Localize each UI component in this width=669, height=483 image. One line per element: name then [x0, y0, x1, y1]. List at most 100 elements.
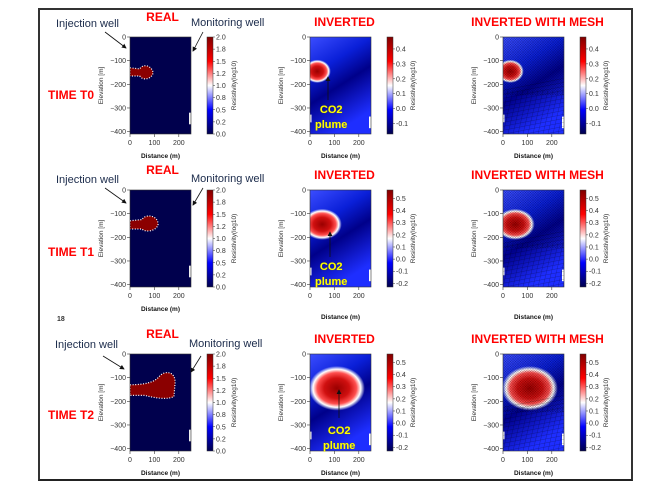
colorbar-tick-label: 0.0 — [216, 285, 226, 292]
colorbar-tick-label: 0.8 — [216, 95, 226, 102]
colorbar-tick-label: 0.1 — [396, 244, 406, 251]
x-tick-label: 200 — [173, 293, 185, 300]
y-tick-label: −400 — [110, 446, 126, 453]
colorbar-tick-label: 0.1 — [396, 91, 406, 98]
colorbar-tick-label: 0.2 — [216, 436, 226, 443]
monitoring-well-label: Monitoring well — [191, 173, 265, 185]
heatmap-area — [310, 37, 371, 134]
colorbar-tick-label: 0.0 — [396, 257, 406, 264]
heatmap-area — [310, 354, 371, 451]
colorbar-label: Resistivity(log10) — [410, 214, 417, 264]
colorbar-tick-label: 0.2 — [216, 119, 226, 126]
panel-title: REAL — [146, 163, 179, 177]
background-field — [130, 354, 191, 451]
injection-well-label: Injection well — [55, 339, 118, 351]
colorbar-tick-label: 0.0 — [396, 106, 406, 113]
y-tick-label: −200 — [110, 399, 126, 406]
co2-plume-label: CO2 plume — [315, 260, 347, 290]
x-tick-label: 0 — [308, 457, 312, 464]
colorbar-tick-label: -0.2 — [396, 281, 408, 288]
x-tick-label: 100 — [329, 140, 341, 147]
monitoring-well-label: Monitoring well — [191, 17, 265, 29]
x-tick-label: 100 — [149, 140, 161, 147]
colorbar — [579, 36, 587, 135]
time-label-t2: TIME T2 — [48, 408, 95, 422]
x-axis-label: Distance (m) — [141, 470, 180, 477]
y-tick-label: −200 — [483, 82, 499, 89]
colorbar — [386, 189, 394, 288]
co2-plume-anomaly — [310, 208, 342, 240]
x-tick-label: 200 — [353, 457, 365, 464]
colorbar-tick-label: 2.0 — [216, 352, 226, 359]
colorbar-tick-label: 0.3 — [589, 384, 599, 391]
plume-outline — [130, 372, 176, 399]
x-tick-label: 200 — [353, 293, 365, 300]
y-tick-label: −400 — [483, 282, 499, 289]
mesh-fine — [503, 354, 564, 413]
y-tick-label: −200 — [483, 399, 499, 406]
colorbar-tick-label: 0.4 — [589, 208, 599, 215]
x-tick-label: 100 — [522, 140, 534, 147]
y-axis-label: Elevation [m] — [278, 220, 285, 258]
background-field — [130, 190, 191, 287]
colorbar-tick-label: -0.1 — [589, 433, 601, 440]
x-tick-label: 0 — [128, 457, 132, 464]
y-tick-label: −100 — [110, 375, 126, 382]
colorbar-tick-label: -0.2 — [589, 281, 601, 288]
mesh-fine — [503, 37, 564, 96]
panel-title: INVERTED WITH MESH — [471, 15, 604, 29]
colorbar-tick-label: 0.2 — [216, 272, 226, 279]
y-tick-label: −200 — [290, 235, 306, 242]
y-tick-label: 0 — [495, 35, 499, 42]
y-tick-label: −300 — [110, 258, 126, 265]
x-tick-label: 200 — [173, 457, 185, 464]
panel-title: INVERTED — [314, 15, 375, 29]
heatmap-area — [130, 354, 191, 451]
colorbar-tick-label: 1.5 — [216, 212, 226, 219]
colorbar-tick-label: 1.8 — [216, 200, 226, 207]
y-tick-label: 0 — [122, 352, 126, 359]
plume-label-line1: CO2 — [319, 104, 343, 116]
y-tick-label: −200 — [290, 82, 306, 89]
heatmap-area — [130, 37, 191, 134]
y-tick-label: −400 — [483, 446, 499, 453]
page-number: 18 — [57, 316, 65, 323]
y-tick-label: −300 — [290, 258, 306, 265]
y-tick-label: −400 — [290, 446, 306, 453]
colorbar-tick-label: 0.1 — [589, 408, 599, 415]
monitoring-well-arrow — [192, 31, 204, 52]
colorbar-tick-label: 0.5 — [589, 360, 599, 367]
colorbar-tick-label: 0.0 — [589, 257, 599, 264]
mesh-fine — [503, 190, 564, 249]
monitoring-well-label: Monitoring well — [189, 338, 263, 350]
colorbar-tick-label: -0.2 — [396, 445, 408, 452]
colorbar-tick-label: 2.0 — [216, 188, 226, 195]
x-tick-label: 200 — [546, 293, 558, 300]
colorbar-tick-label: -0.1 — [589, 269, 601, 276]
heatmap-area — [310, 190, 371, 287]
y-axis-label: Elevation [m] — [471, 384, 478, 422]
colorbar-tick-label: 1.2 — [216, 71, 226, 78]
injection-well-label: Injection well — [56, 174, 119, 186]
plume-label-line2: plume — [315, 276, 348, 288]
y-tick-label: −100 — [483, 58, 499, 65]
heatmap-area — [503, 190, 564, 287]
y-axis-label: Elevation [m] — [278, 384, 285, 422]
y-tick-label: −400 — [483, 129, 499, 136]
colorbar-tick-label: 2.0 — [216, 35, 226, 42]
colorbar-tick-label: 1.0 — [216, 400, 226, 407]
colorbar-tick-label: 0.0 — [396, 421, 406, 428]
background-field — [310, 37, 371, 134]
colorbar-tick-label: 0.0 — [589, 106, 599, 113]
x-tick-label: 100 — [149, 457, 161, 464]
x-axis-label: Distance (m) — [514, 470, 553, 477]
y-tick-label: −400 — [110, 129, 126, 136]
x-tick-label: 0 — [128, 293, 132, 300]
colorbar-tick-label: 0.8 — [216, 248, 226, 255]
